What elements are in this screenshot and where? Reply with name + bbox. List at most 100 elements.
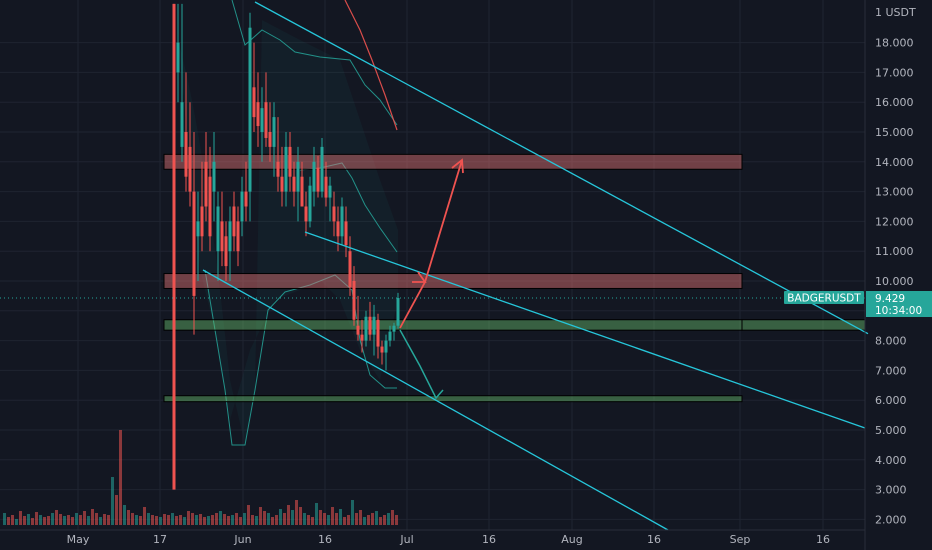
x-tick-label: 17: [153, 533, 167, 546]
volume-bar: [195, 515, 198, 525]
volume-bar: [243, 513, 246, 525]
y-tick-label: 6.000: [875, 394, 907, 407]
volume-bar: [55, 510, 58, 525]
y-tick-label: 16.000: [875, 96, 914, 109]
x-tick-label: Jul: [399, 533, 413, 546]
volume-bar: [99, 517, 102, 525]
volume-bar: [11, 515, 14, 525]
volume-bar: [103, 514, 106, 525]
volume-bar: [199, 514, 202, 525]
volume-bar: [107, 515, 110, 525]
trendline-lower: [202, 269, 669, 531]
candle-body: [184, 132, 188, 177]
volume-bar: [215, 513, 218, 525]
zone-support-lower: [163, 395, 743, 403]
volume-bar: [131, 513, 134, 525]
volume-bar: [275, 515, 278, 525]
volume-bar: [111, 477, 114, 525]
volume-bar: [383, 515, 386, 525]
candle-body: [280, 176, 284, 192]
candle-body: [300, 176, 304, 207]
candle-body: [172, 3, 176, 490]
volume-bar: [387, 513, 390, 525]
volume-bar: [143, 507, 146, 525]
volume-bar: [191, 513, 194, 525]
candle-body: [180, 102, 184, 147]
candle-body: [340, 206, 344, 237]
volume-bar: [259, 507, 262, 525]
volume-bar: [319, 510, 322, 525]
volume-bar: [247, 505, 250, 525]
zone-support-upper: [163, 319, 743, 331]
candle-body: [332, 206, 336, 222]
volume-bar: [75, 513, 78, 525]
candle-body: [272, 117, 276, 147]
basis-line: [299, 162, 398, 253]
candle-body: [236, 221, 240, 252]
volume-bar: [171, 513, 174, 525]
volume-bar: [267, 513, 270, 525]
volume-bar: [307, 515, 310, 525]
candle-body: [252, 87, 256, 118]
candle-body: [284, 146, 288, 192]
volume-bar: [351, 500, 354, 525]
volume-bar: [303, 513, 306, 525]
volume-bar: [63, 516, 66, 525]
x-tick-label: 16: [482, 533, 496, 546]
y-tick-label: 1 USDT: [875, 6, 916, 19]
volume-bar: [187, 511, 190, 525]
volume-bar: [175, 516, 178, 525]
volume-bar: [343, 517, 346, 525]
candle-body: [308, 185, 312, 222]
volume-bar: [95, 513, 98, 525]
volume-bar: [299, 507, 302, 525]
volume-bar: [71, 517, 74, 525]
y-tick-label: 18.000: [875, 37, 914, 50]
candle-body: [248, 27, 252, 192]
candle-body: [388, 331, 392, 341]
candle-body: [392, 325, 396, 332]
candle-body: [344, 221, 348, 246]
volume-bar: [239, 517, 242, 525]
candle-body: [264, 102, 268, 138]
y-tick-label: 2.000: [875, 513, 907, 526]
candle-body: [324, 176, 328, 198]
candle-body: [380, 346, 384, 353]
y-tick-label: 15.000: [875, 126, 914, 139]
volume-bar: [59, 514, 62, 525]
volume-bar: [91, 509, 94, 525]
volume-bar: [371, 513, 374, 525]
candle-body: [328, 185, 332, 198]
volume-bar: [43, 517, 46, 525]
candle-body: [336, 221, 340, 237]
candle-body: [296, 161, 300, 192]
candle-body: [396, 298, 400, 326]
volume-bar: [395, 515, 398, 525]
y-tick-label: 3.000: [875, 484, 907, 497]
candle-body: [196, 221, 200, 237]
candle-body: [304, 206, 308, 222]
volume-bar: [211, 515, 214, 525]
candle-body: [192, 191, 196, 296]
arrow-head-top: [451, 158, 464, 174]
upper-band: [344, 0, 398, 131]
candle-body: [288, 146, 292, 177]
volume-bar: [27, 514, 30, 525]
candle-body: [268, 132, 272, 147]
volume-bar: [151, 515, 154, 525]
volume-bar: [31, 518, 34, 525]
candle-body: [276, 161, 280, 177]
candle-body: [224, 236, 228, 267]
candle-body: [360, 334, 364, 341]
x-tick-label: Jun: [233, 533, 251, 546]
candle-body: [176, 42, 180, 73]
candle-body: [372, 316, 376, 335]
candle-body: [320, 146, 324, 192]
volume-bar: [263, 511, 266, 525]
volume-bar: [39, 515, 42, 525]
volume-bar: [227, 516, 230, 525]
volume-bar: [167, 515, 170, 525]
volume-bar: [255, 516, 258, 525]
